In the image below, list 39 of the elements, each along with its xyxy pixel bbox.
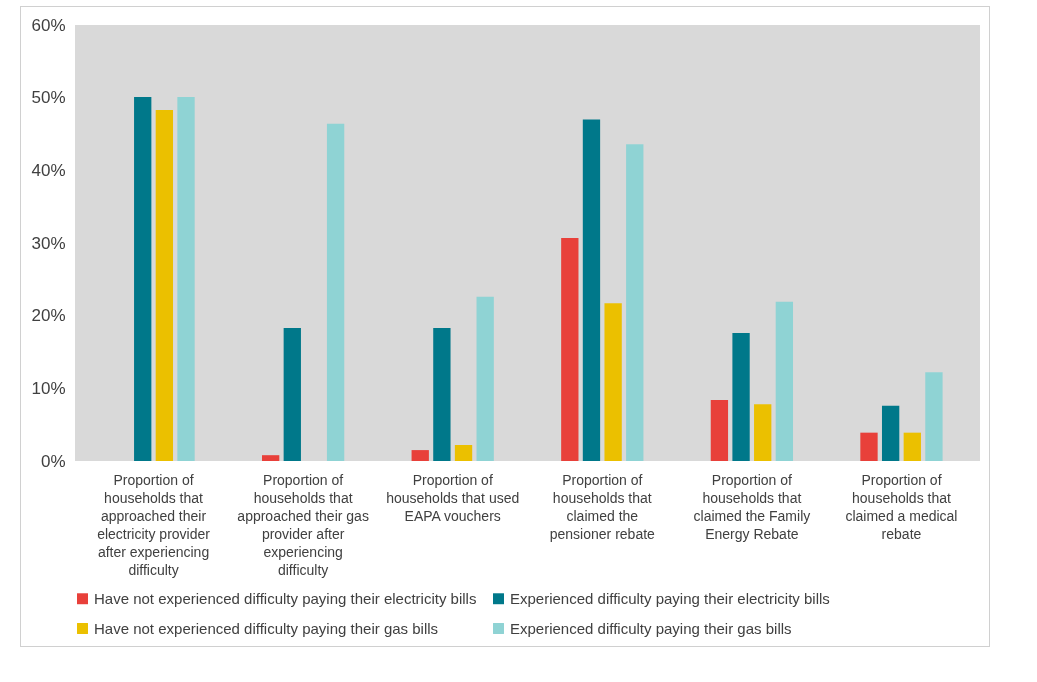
bar [454,445,473,461]
x-tick-label: Proportion of households that approached their gas provider after experiencing difficulty [237,471,369,578]
bar [710,399,729,461]
bar [411,450,429,461]
x-tick-label: Proportion of households that used EAPA vouchers [386,471,520,524]
bar [561,237,579,461]
bar [177,96,195,461]
legend-label: Have not experienced difficulty paying their gas bills [94,619,439,637]
y-tick-label: 40% [31,160,66,180]
x-tick-label: Proportion of households that claimed a medical rebate [845,471,958,542]
bar [134,96,152,461]
y-tick-label: 10% [31,378,66,398]
bar [261,455,280,461]
bar [283,328,301,461]
bar [925,372,943,461]
legend-label: Experienced difficulty paying their electricity bills [510,589,830,607]
legend-label: Have not experienced difficulty paying their electricity bills [94,589,477,607]
bar [860,432,878,461]
y-tick-label: 50% [31,88,66,108]
y-tick-label: 30% [31,233,66,253]
bar [754,404,772,461]
x-tick-label: Proportion of households that approached their electricity provider after experiencing difficulty [97,471,211,578]
y-tick-label: 0% [40,451,66,471]
bar [155,110,174,461]
bar [626,144,644,461]
y-tick-label: 20% [31,306,66,326]
bar [433,328,451,461]
bar [732,333,750,461]
x-tick-label: Proportion of households that claimed the Family Energy Rebate [693,471,811,542]
bar [326,123,345,461]
x-tick-label: Proportion of households that claimed the pensioner rebate [549,471,656,542]
y-tick-label: 60% [31,15,66,35]
legend-label: Experienced difficulty paying their gas bills [510,619,792,637]
bar [903,432,921,461]
bar [582,119,601,461]
bar [881,405,900,461]
bar [476,296,494,461]
bar [775,301,794,461]
bar [604,303,622,461]
